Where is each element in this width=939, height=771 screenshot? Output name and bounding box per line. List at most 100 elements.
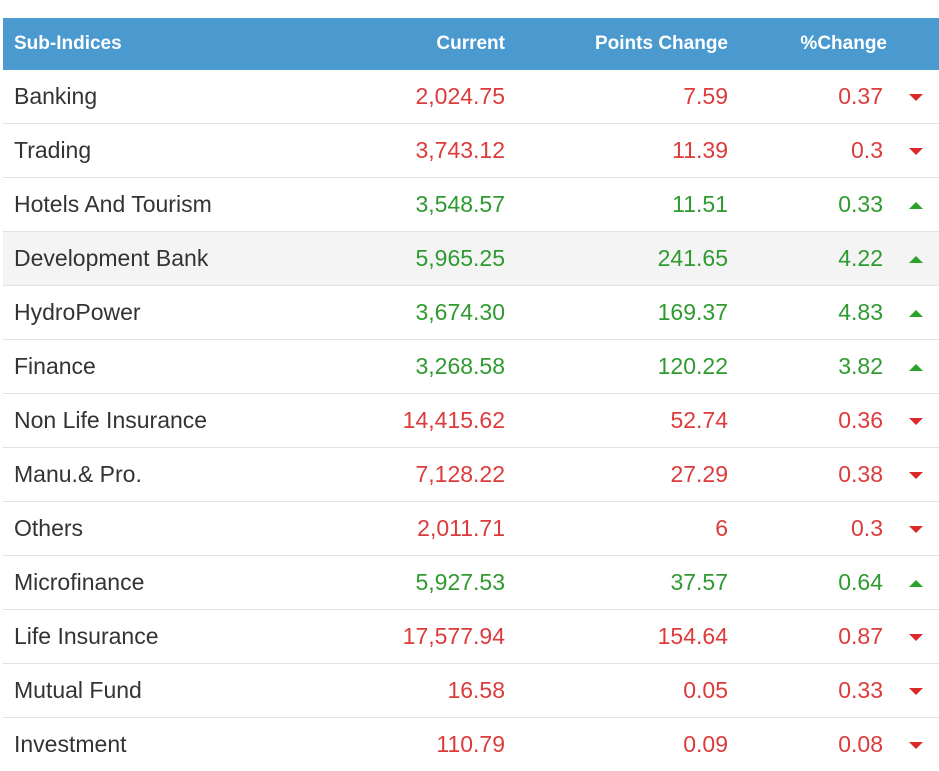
current-value: 3,268.58: [383, 340, 518, 394]
pct-change-value: 3.82: [743, 340, 893, 394]
current-value: 3,743.12: [383, 124, 518, 178]
caret-up-icon: [909, 310, 923, 317]
current-value: 16.58: [383, 664, 518, 718]
direction-cell: [893, 502, 939, 556]
sub-index-name: Development Bank: [3, 232, 383, 286]
points-change-value: 7.59: [518, 70, 743, 124]
points-change-value: 52.74: [518, 394, 743, 448]
sub-index-name: HydroPower: [3, 286, 383, 340]
pct-change-value: 0.33: [743, 664, 893, 718]
pct-change-value: 0.64: [743, 556, 893, 610]
current-value: 2,024.75: [383, 70, 518, 124]
sub-index-name: Investment: [3, 718, 383, 771]
sub-index-name: Hotels And Tourism: [3, 178, 383, 232]
pct-change-value: 0.33: [743, 178, 893, 232]
direction-cell: [893, 664, 939, 718]
sub-indices-table: Sub-Indices Current Points Change %Chang…: [3, 18, 939, 771]
current-value: 5,927.53: [383, 556, 518, 610]
pct-change-value: 0.38: [743, 448, 893, 502]
points-change-value: 6: [518, 502, 743, 556]
pct-change-value: 0.3: [743, 502, 893, 556]
points-change-value: 241.65: [518, 232, 743, 286]
points-change-value: 37.57: [518, 556, 743, 610]
caret-up-icon: [909, 364, 923, 371]
points-change-value: 0.09: [518, 718, 743, 771]
direction-cell: [893, 610, 939, 664]
sub-index-name: Microfinance: [3, 556, 383, 610]
direction-cell: [893, 124, 939, 178]
table-header-row: Sub-Indices Current Points Change %Chang…: [3, 18, 939, 70]
header-current[interactable]: Current: [383, 18, 518, 70]
direction-cell: [893, 394, 939, 448]
caret-down-icon: [909, 148, 923, 155]
sub-index-name: Manu.& Pro.: [3, 448, 383, 502]
header-pct-change[interactable]: %Change: [743, 18, 893, 70]
sub-index-name: Banking: [3, 70, 383, 124]
caret-down-icon: [909, 418, 923, 425]
current-value: 3,548.57: [383, 178, 518, 232]
sub-index-name: Mutual Fund: [3, 664, 383, 718]
direction-cell: [893, 70, 939, 124]
sub-index-name: Others: [3, 502, 383, 556]
sub-index-name: Finance: [3, 340, 383, 394]
current-value: 110.79: [383, 718, 518, 771]
current-value: 17,577.94: [383, 610, 518, 664]
points-change-value: 27.29: [518, 448, 743, 502]
current-value: 14,415.62: [383, 394, 518, 448]
pct-change-value: 0.08: [743, 718, 893, 771]
pct-change-value: 4.83: [743, 286, 893, 340]
caret-up-icon: [909, 580, 923, 587]
points-change-value: 169.37: [518, 286, 743, 340]
caret-up-icon: [909, 202, 923, 209]
pct-change-value: 0.87: [743, 610, 893, 664]
direction-cell: [893, 232, 939, 286]
caret-down-icon: [909, 94, 923, 101]
points-change-value: 154.64: [518, 610, 743, 664]
points-change-value: 0.05: [518, 664, 743, 718]
pct-change-value: 4.22: [743, 232, 893, 286]
current-value: 3,674.30: [383, 286, 518, 340]
direction-cell: [893, 178, 939, 232]
points-change-value: 11.39: [518, 124, 743, 178]
pct-change-value: 0.3: [743, 124, 893, 178]
current-value: 2,011.71: [383, 502, 518, 556]
caret-up-icon: [909, 256, 923, 263]
direction-cell: [893, 556, 939, 610]
pct-change-value: 0.37: [743, 70, 893, 124]
caret-down-icon: [909, 688, 923, 695]
sub-index-name: Trading: [3, 124, 383, 178]
current-value: 5,965.25: [383, 232, 518, 286]
sub-index-name: Non Life Insurance: [3, 394, 383, 448]
header-arrow: [893, 18, 939, 70]
header-points-change[interactable]: Points Change: [518, 18, 743, 70]
caret-down-icon: [909, 526, 923, 533]
caret-down-icon: [909, 742, 923, 749]
direction-cell: [893, 718, 939, 771]
direction-cell: [893, 286, 939, 340]
sub-index-name: Life Insurance: [3, 610, 383, 664]
caret-down-icon: [909, 634, 923, 641]
pct-change-value: 0.36: [743, 394, 893, 448]
direction-cell: [893, 448, 939, 502]
caret-down-icon: [909, 472, 923, 479]
current-value: 7,128.22: [383, 448, 518, 502]
points-change-value: 11.51: [518, 178, 743, 232]
points-change-value: 120.22: [518, 340, 743, 394]
direction-cell: [893, 340, 939, 394]
header-sub-indices[interactable]: Sub-Indices: [3, 18, 383, 70]
